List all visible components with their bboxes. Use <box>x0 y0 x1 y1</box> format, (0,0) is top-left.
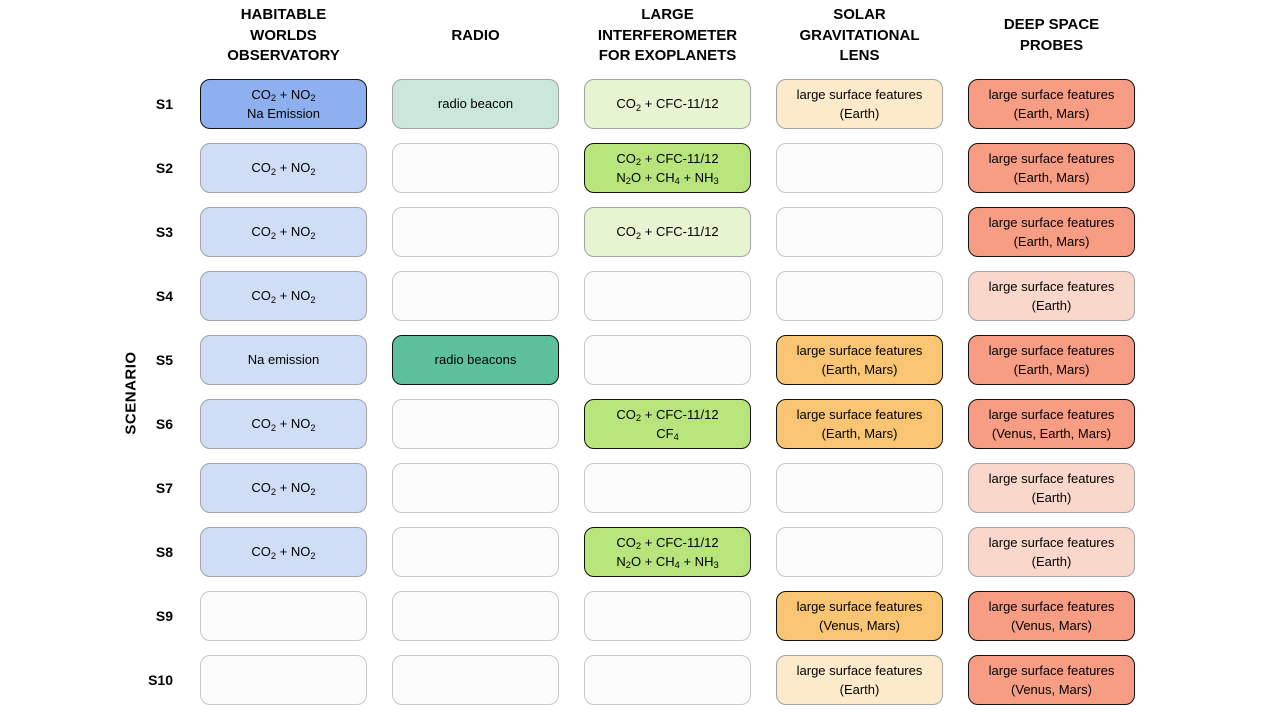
row-label-s8: S8 <box>155 544 173 560</box>
cell-s1-life: CO2 + CFC-11/12 <box>584 79 751 129</box>
column-header-radio: RADIO <box>451 26 500 44</box>
cell-s5-hwo: Na emission <box>200 335 367 385</box>
row-label-s6: S6 <box>155 416 173 432</box>
cell-s7-life <box>584 463 751 513</box>
cell-s2-dsp: large surface features (Earth, Mars) <box>968 143 1135 193</box>
cell-s9-life <box>584 591 751 641</box>
cell-s2-sgl <box>776 143 943 193</box>
row-label-s1: S1 <box>155 96 173 112</box>
cell-s10-radio <box>392 655 559 705</box>
cell-s7-radio <box>392 463 559 513</box>
cell-s7-hwo: CO2 + NO2 <box>200 463 367 513</box>
cell-s9-sgl: large surface features (Venus, Mars) <box>776 591 943 641</box>
cell-s6-life: CO2 + CFC-11/12 CF4 <box>584 399 751 449</box>
cell-s2-radio <box>392 143 559 193</box>
row-label-s10: S10 <box>148 672 173 688</box>
cell-s10-life <box>584 655 751 705</box>
row-label-s5: S5 <box>155 352 173 368</box>
cell-s8-dsp: large surface features (Earth) <box>968 527 1135 577</box>
cell-s1-hwo: CO2 + NO2 Na Emission <box>200 79 367 129</box>
cell-s8-life: CO2 + CFC-11/12 N2O + CH4 + NH3 <box>584 527 751 577</box>
row-label-s4: S4 <box>155 288 173 304</box>
cell-s4-radio <box>392 271 559 321</box>
row-label-s7: S7 <box>155 480 173 496</box>
cell-s4-dsp: large surface features (Earth) <box>968 271 1135 321</box>
cell-s7-dsp: large surface features (Earth) <box>968 463 1135 513</box>
row-label-s2: S2 <box>155 160 173 176</box>
cell-s1-sgl: large surface features (Earth) <box>776 79 943 129</box>
cell-s6-radio <box>392 399 559 449</box>
row-label-s3: S3 <box>155 224 173 240</box>
column-header-hwo: HABITABLE WORLDS OBSERVATORY <box>227 5 340 65</box>
column-header-sgl: SOLAR GRAVITATIONAL LENS <box>799 5 920 65</box>
cell-s4-life <box>584 271 751 321</box>
cell-s5-sgl: large surface features (Earth, Mars) <box>776 335 943 385</box>
cell-s9-dsp: large surface features (Venus, Mars) <box>968 591 1135 641</box>
cell-s6-dsp: large surface features (Venus, Earth, Mar… <box>968 399 1135 449</box>
cell-s3-life: CO2 + CFC-11/12 <box>584 207 751 257</box>
cell-s3-dsp: large surface features (Earth, Mars) <box>968 207 1135 257</box>
cell-s8-sgl <box>776 527 943 577</box>
cell-s2-hwo: CO2 + NO2 <box>200 143 367 193</box>
cell-s3-hwo: CO2 + NO2 <box>200 207 367 257</box>
cell-s6-sgl: large surface features (Earth, Mars) <box>776 399 943 449</box>
column-header-dsp: DEEP SPACE PROBES <box>1003 16 1100 54</box>
cell-s10-sgl: large surface features (Earth) <box>776 655 943 705</box>
cell-s6-hwo: CO2 + NO2 <box>200 399 367 449</box>
scenario-axis-label: SCENARIO <box>122 351 140 435</box>
cell-s5-dsp: large surface features (Earth, Mars) <box>968 335 1135 385</box>
cell-s8-hwo: CO2 + NO2 <box>200 527 367 577</box>
cell-s8-radio <box>392 527 559 577</box>
cell-s1-dsp: large surface features (Earth, Mars) <box>968 79 1135 129</box>
cell-s2-life: CO2 + CFC-11/12 N2O + CH4 + NH3 <box>584 143 751 193</box>
cell-s9-hwo <box>200 591 367 641</box>
cell-s5-radio: radio beacons <box>392 335 559 385</box>
cell-s5-life <box>584 335 751 385</box>
cell-s9-radio <box>392 591 559 641</box>
cell-s10-hwo <box>200 655 367 705</box>
cell-s7-sgl <box>776 463 943 513</box>
cell-s4-hwo: CO2 + NO2 <box>200 271 367 321</box>
cell-s3-sgl <box>776 207 943 257</box>
column-header-life: LARGE INTERFEROMETER FOR EXOPLANETS <box>597 5 738 65</box>
cell-s4-sgl <box>776 271 943 321</box>
cell-s3-radio <box>392 207 559 257</box>
cell-s10-dsp: large surface features (Venus, Mars) <box>968 655 1135 705</box>
cell-s1-radio: radio beacon <box>392 79 559 129</box>
row-label-s9: S9 <box>155 608 173 624</box>
scenario-grid: HABITABLE WORLDS OBSERVATORY RADIO LARGE INTE… <box>140 0 1135 712</box>
